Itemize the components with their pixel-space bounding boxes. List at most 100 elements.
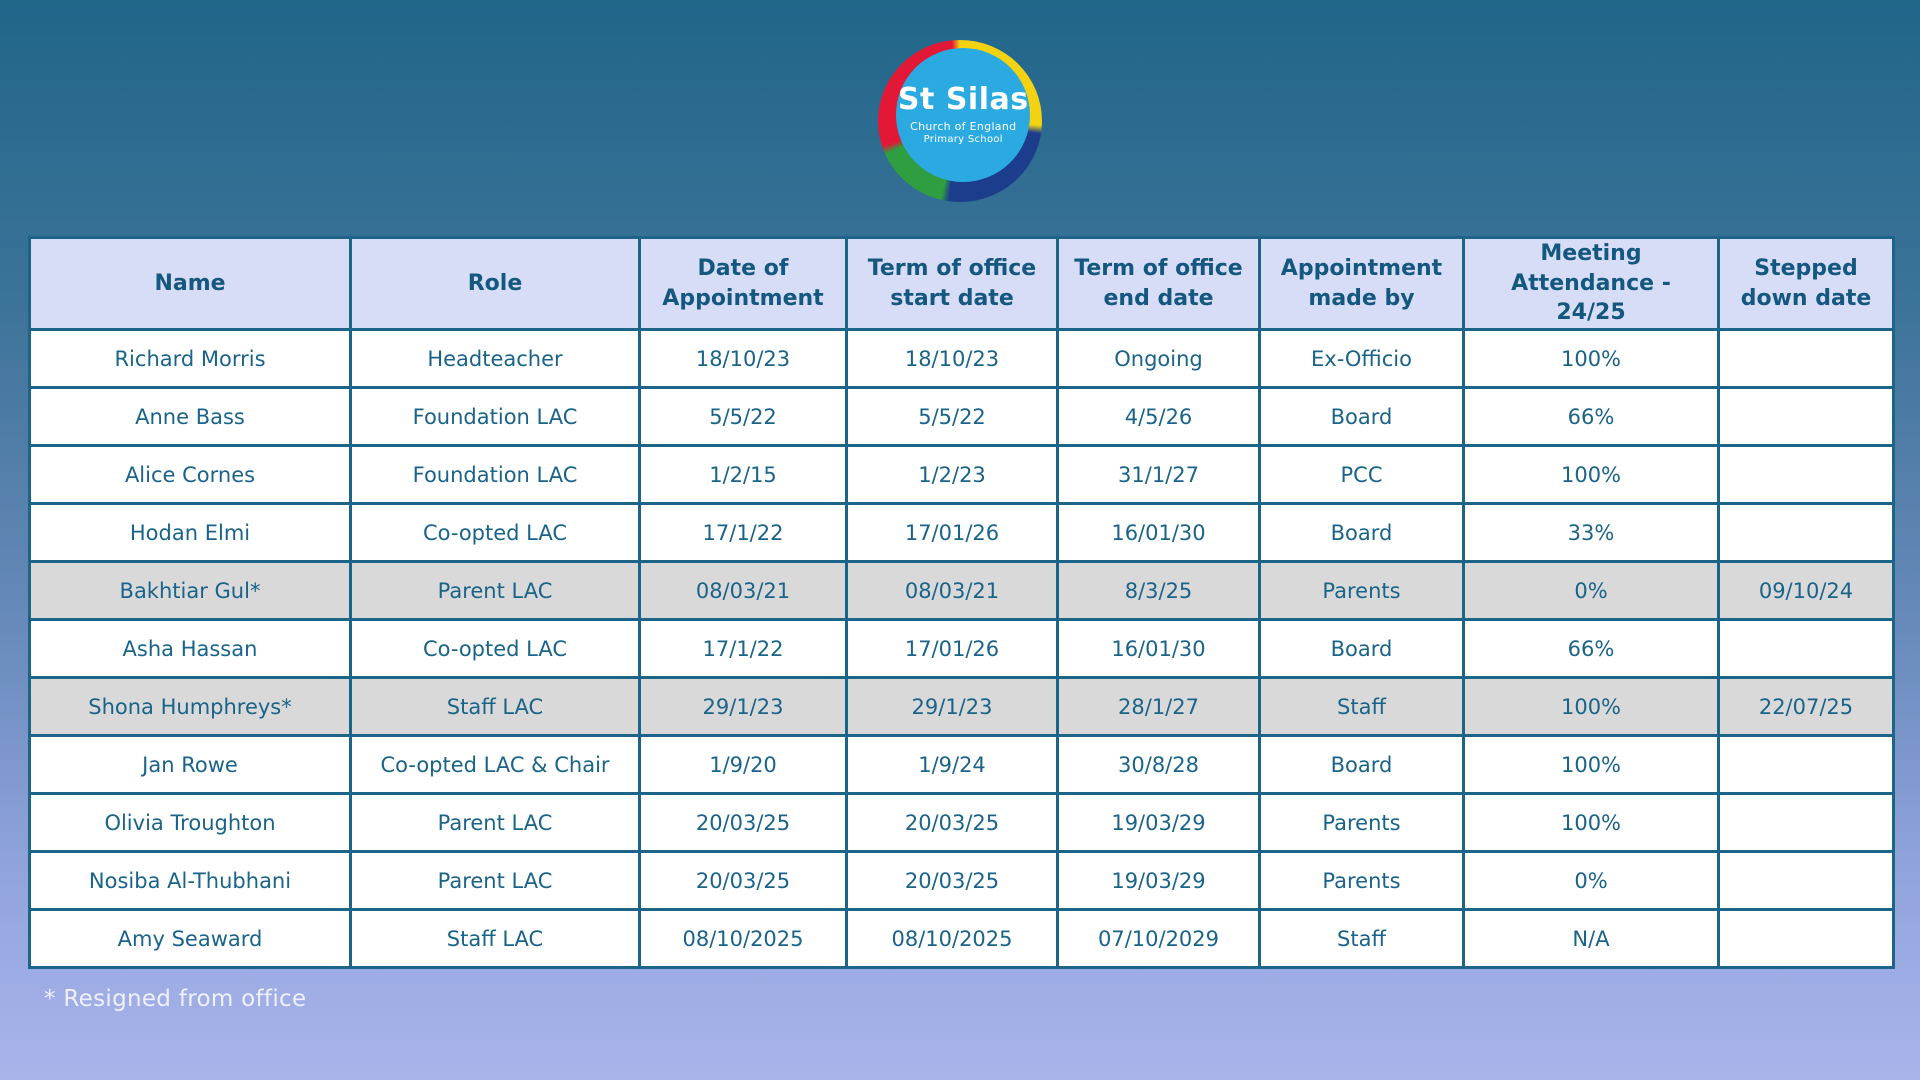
cell-name: Anne Bass [28,386,352,448]
column-header-role: Role [349,235,641,332]
table-header-row: Name Role Date of Appointment Term of of… [28,235,1895,332]
cell-term-end: 28/1/27 [1056,676,1261,738]
table-row: Nosiba Al-Thubhani Parent LAC 20/03/25 20/0… [28,850,1895,912]
cell-attendance: 100% [1462,792,1720,854]
cell-attendance: 0% [1462,560,1720,622]
cell-attendance: 33% [1462,502,1720,564]
cell-stepped-down [1717,850,1895,912]
school-logo-inner-circle: St Silas Church of England Primary Schoo… [896,47,1031,182]
school-logo: St Silas Church of England Primary Schoo… [878,40,1042,202]
table-row: Amy Seaward Staff LAC 08/10/2025 08/10/2025… [28,908,1895,970]
cell-stepped-down [1717,328,1895,390]
cell-role: Co-opted LAC & Chair [349,734,641,796]
cell-term-end: 4/5/26 [1056,386,1261,448]
cell-term-start: 20/03/25 [845,792,1059,854]
cell-appointed-by: Board [1258,502,1465,564]
cell-term-end: 19/03/29 [1056,850,1261,912]
cell-date-of-appointment: 1/2/15 [638,444,848,506]
cell-stepped-down [1717,444,1895,506]
cell-appointed-by: Ex-Officio [1258,328,1465,390]
cell-stepped-down [1717,792,1895,854]
cell-attendance: 100% [1462,444,1720,506]
cell-attendance: 66% [1462,386,1720,448]
cell-term-start: 1/2/23 [845,444,1059,506]
cell-term-end: Ongoing [1056,328,1261,390]
cell-role: Parent LAC [349,850,641,912]
table-row: Anne Bass Foundation LAC 5/5/22 5/5/22 4/5/2… [28,386,1895,448]
cell-term-start: 08/03/21 [845,560,1059,622]
cell-name: Amy Seaward [28,908,352,970]
cell-date-of-appointment: 17/1/22 [638,502,848,564]
cell-term-end: 16/01/30 [1056,502,1261,564]
cell-term-end: 19/03/29 [1056,792,1261,854]
cell-term-start: 1/9/24 [845,734,1059,796]
cell-name: Nosiba Al-Thubhani [28,850,352,912]
cell-stepped-down [1717,386,1895,448]
cell-role: Staff LAC [349,676,641,738]
cell-appointed-by: Staff [1258,908,1465,970]
cell-stepped-down: 22/07/25 [1717,676,1895,738]
cell-date-of-appointment: 29/1/23 [638,676,848,738]
cell-term-end: 31/1/27 [1056,444,1261,506]
table-row: Shona Humphreys* Staff LAC 29/1/23 29/1/23 2… [28,676,1895,738]
cell-appointed-by: Parents [1258,560,1465,622]
cell-term-start: 17/01/26 [845,502,1059,564]
column-header-appointment-made-by: Appointment made by [1258,235,1465,332]
cell-role: Headteacher [349,328,641,390]
cell-date-of-appointment: 08/03/21 [638,560,848,622]
column-header-term-end: Term of office end date [1056,235,1261,332]
governors-table: Name Role Date of Appointment Term of of… [28,235,1895,970]
cell-date-of-appointment: 5/5/22 [638,386,848,448]
cell-appointed-by: Parents [1258,850,1465,912]
cell-attendance: 0% [1462,850,1720,912]
cell-term-start: 5/5/22 [845,386,1059,448]
column-header-name: Name [28,235,352,332]
cell-appointed-by: Staff [1258,676,1465,738]
table-row: Asha Hassan Co-opted LAC 17/1/22 17/01/26 16… [28,618,1895,680]
cell-term-end: 07/10/2029 [1056,908,1261,970]
cell-term-end: 8/3/25 [1056,560,1261,622]
cell-term-start: 17/01/26 [845,618,1059,680]
cell-stepped-down [1717,734,1895,796]
cell-term-start: 29/1/23 [845,676,1059,738]
logo-subtitle-line2: Primary School [923,133,1003,145]
cell-attendance: 100% [1462,734,1720,796]
cell-term-start: 08/10/2025 [845,908,1059,970]
cell-role: Parent LAC [349,792,641,854]
cell-name: Olivia Troughton [28,792,352,854]
cell-appointed-by: Board [1258,386,1465,448]
cell-name: Alice Cornes [28,444,352,506]
cell-appointed-by: Parents [1258,792,1465,854]
cell-appointed-by: Board [1258,618,1465,680]
column-header-date-of-appointment: Date of Appointment [638,235,848,332]
cell-stepped-down: 09/10/24 [1717,560,1895,622]
table-row: Bakhtiar Gul* Parent LAC 08/03/21 08/03/21 8… [28,560,1895,622]
table-row: Richard Morris Headteacher 18/10/23 18/10/2… [28,328,1895,390]
cell-attendance: N/A [1462,908,1720,970]
cell-date-of-appointment: 1/9/20 [638,734,848,796]
logo-title: St Silas [897,82,1029,118]
cell-term-start: 20/03/25 [845,850,1059,912]
cell-attendance: 100% [1462,328,1720,390]
cell-date-of-appointment: 08/10/2025 [638,908,848,970]
cell-stepped-down [1717,502,1895,564]
cell-date-of-appointment: 20/03/25 [638,792,848,854]
cell-date-of-appointment: 17/1/22 [638,618,848,680]
cell-stepped-down [1717,618,1895,680]
column-header-stepped-down-date: Stepped down date [1717,235,1895,332]
cell-term-end: 16/01/30 [1056,618,1261,680]
cell-term-start: 18/10/23 [845,328,1059,390]
cell-role: Staff LAC [349,908,641,970]
column-header-meeting-attendance: Meeting Attendance - 24/25 [1462,235,1720,332]
cell-appointed-by: Board [1258,734,1465,796]
cell-role: Foundation LAC [349,386,641,448]
cell-name: Bakhtiar Gul* [28,560,352,622]
cell-name: Hodan Elmi [28,502,352,564]
logo-subtitle-line1: Church of England [910,119,1017,133]
cell-attendance: 100% [1462,676,1720,738]
cell-attendance: 66% [1462,618,1720,680]
cell-name: Shona Humphreys* [28,676,352,738]
cell-role: Co-opted LAC [349,502,641,564]
table-row: Alice Cornes Foundation LAC 1/2/15 1/2/23 31… [28,444,1895,506]
